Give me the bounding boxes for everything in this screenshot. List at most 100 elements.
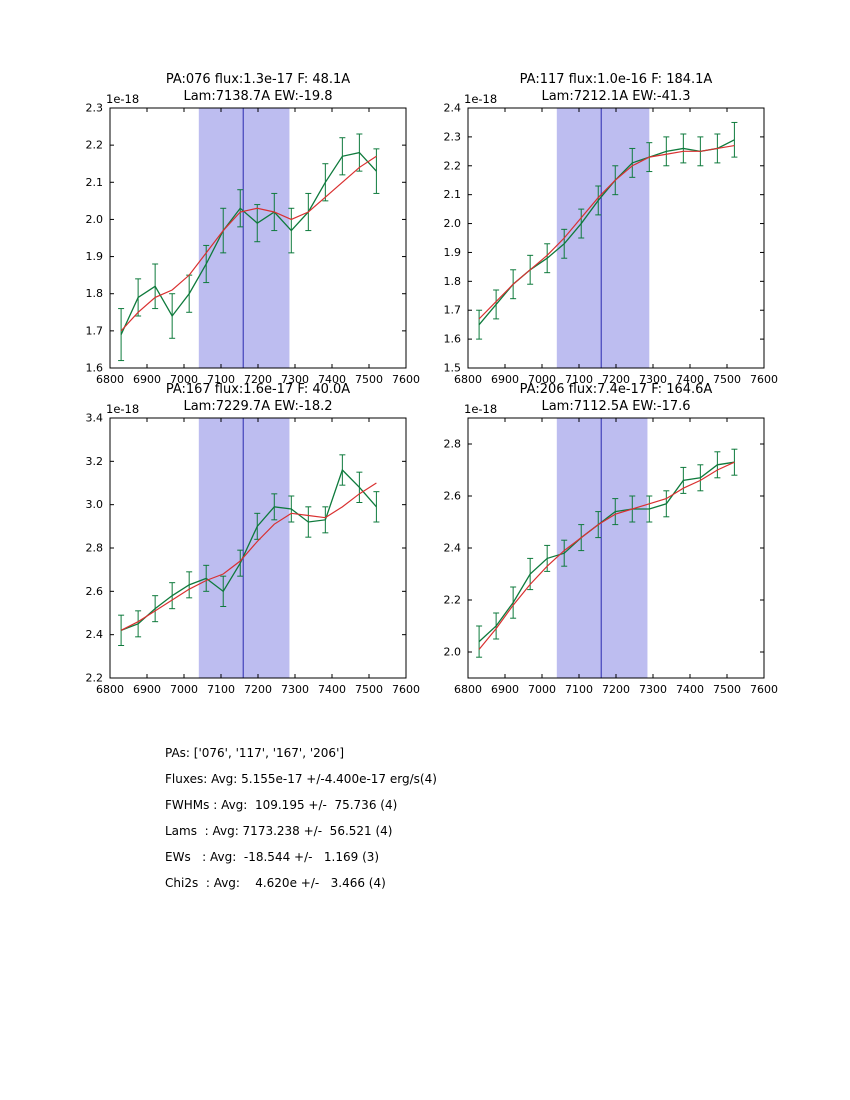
x-tick-label: 7300	[639, 373, 667, 386]
x-tick-label: 7300	[639, 683, 667, 696]
x-tick-label: 7200	[602, 683, 630, 696]
y-tick-label: 2.3	[444, 130, 462, 143]
y-tick-label: 1.6	[444, 333, 462, 346]
spectrum-data-line	[120, 151, 377, 335]
plot-title-line2: Lam:7112.5A EW:-17.6	[541, 399, 691, 414]
x-tick-label: 7100	[207, 373, 235, 386]
x-tick-label: 6800	[454, 373, 482, 386]
x-tick-label: 7400	[676, 373, 704, 386]
y-axis-offset-label: 1e-18	[106, 92, 140, 106]
y-tick-label: 1.5	[444, 362, 462, 375]
y-tick-label: 1.7	[86, 324, 104, 337]
subplot-pa-167: PA:167 flux:1.6e-17 F: 40.0A Lam:7229.7A…	[86, 382, 421, 697]
plot-title-line1: PA:076 flux:1.3e-17 F: 48.1A	[165, 72, 351, 87]
line-region-band	[198, 108, 290, 368]
y-tick-label: 3.2	[86, 455, 104, 468]
x-tick-label: 7600	[392, 683, 420, 696]
subplot-pa-206: PA:206 flux:7.4e-17 F: 164.6A Lam:7112.5…	[444, 382, 779, 696]
plot-area: 6800 6900 7000 7100 7200 7300 7400 7500 7600 1.6 1…	[86, 102, 421, 387]
y-tick-label: 2.4	[444, 542, 462, 555]
y-tick-label: 2.1	[86, 176, 104, 189]
y-tick-label: 2.4	[86, 628, 104, 641]
x-tick-label: 7600	[750, 373, 778, 386]
plot-title-line1: PA:117 flux:1.0e-16 F: 184.1A	[519, 72, 713, 87]
y-axis-offset-label: 1e-18	[464, 402, 498, 416]
plot-title-line2: Lam:7138.7A EW:-19.8	[183, 89, 333, 104]
y-tick-label: 1.7	[444, 304, 462, 317]
plot-title: PA:076 flux:1.3e-17 F: 48.1A Lam:7138.7A…	[70, 71, 446, 105]
y-tick-label: 2.6	[444, 490, 462, 503]
plot-area: 6800 6900 7000 7100 7200 7300 7400 7500 7600 2.0 2…	[444, 417, 778, 696]
x-tick-label: 7600	[392, 373, 420, 386]
y-tick-label: 2.8	[86, 542, 104, 555]
subplot-pa-076: PA:076 flux:1.3e-17 F: 48.1A Lam:7138.7A…	[86, 72, 421, 387]
axis-ticks	[467, 418, 765, 678]
y-tick-label: 2.2	[86, 139, 104, 152]
plot-title-line1: PA:206 flux:7.4e-17 F: 164.6A	[519, 382, 713, 397]
y-tick-label: 1.9	[86, 250, 104, 263]
spectrum-data-line	[478, 461, 735, 643]
plot-area: 6800 6900 7000 7100 7200 7300 7400 7500 7600 2.2 2…	[86, 412, 421, 697]
summary-line-chi2s: Chi2s : Avg: 4.620e +/- 3.466 (4)	[165, 876, 386, 890]
model-fit-line	[120, 155, 377, 332]
x-tick-label: 7500	[355, 683, 383, 696]
y-tick-label: 2.6	[86, 585, 104, 598]
x-tick-label: 7100	[207, 683, 235, 696]
x-tick-label: 7000	[170, 683, 198, 696]
y-tick-label: 2.2	[444, 159, 462, 172]
x-tick-label: 6900	[133, 373, 161, 386]
x-tick-label: 7400	[318, 683, 346, 696]
plot-area: 6800 6900 7000 7100 7200 7300 7400 7500 7600 1.5 1…	[444, 102, 779, 387]
subplot-pa-117: PA:117 flux:1.0e-16 F: 184.1A Lam:7212.1…	[444, 72, 779, 387]
x-tick-label: 7200	[602, 373, 630, 386]
y-tick-label: 2.3	[86, 102, 104, 115]
x-tick-label: 7300	[281, 683, 309, 696]
y-tick-label: 3.4	[86, 412, 104, 425]
y-tick-label: 2.0	[444, 646, 462, 659]
y-tick-label: 2.2	[86, 672, 104, 685]
model-fit-line	[478, 144, 735, 320]
line-region-band	[556, 418, 648, 678]
model-fit-line	[120, 482, 377, 631]
axes-frame	[467, 107, 765, 369]
x-tick-label: 7400	[676, 683, 704, 696]
y-tick-label: 2.1	[444, 188, 462, 201]
plot-title-line2: Lam:7212.1A EW:-41.3	[541, 89, 691, 104]
x-tick-label: 6800	[96, 683, 124, 696]
plot-title-line2: Lam:7229.7A EW:-18.2	[183, 399, 333, 414]
x-tick-label: 7000	[528, 683, 556, 696]
axes-frame	[109, 417, 407, 679]
y-axis-offset-label: 1e-18	[464, 92, 498, 106]
x-tick-label: 7100	[565, 683, 593, 696]
x-tick-label: 6900	[133, 683, 161, 696]
summary-line-fluxes: Fluxes: Avg: 5.155e-17 +/-4.400e-17 erg/…	[165, 772, 437, 786]
y-tick-label: 1.8	[444, 275, 462, 288]
x-tick-label: 7500	[713, 683, 741, 696]
x-tick-label: 6900	[491, 373, 519, 386]
x-tick-label: 6900	[491, 683, 519, 696]
x-tick-label: 7200	[244, 373, 272, 386]
x-tick-label: 7200	[244, 683, 272, 696]
plot-title: PA:117 flux:1.0e-16 F: 184.1A Lam:7212.1…	[428, 71, 804, 105]
x-tick-label: 7300	[281, 373, 309, 386]
x-tick-label: 7500	[713, 373, 741, 386]
plot-title: PA:167 flux:1.6e-17 F: 40.0A Lam:7229.7A…	[70, 381, 446, 415]
x-tick-label: 7000	[528, 373, 556, 386]
y-axis-offset-label: 1e-18	[106, 402, 140, 416]
y-tick-label: 2.4	[444, 102, 462, 115]
x-tick-label: 7000	[170, 373, 198, 386]
y-tick-label: 2.0	[86, 213, 104, 226]
plot-title: PA:206 flux:7.4e-17 F: 164.6A Lam:7112.5…	[428, 381, 804, 415]
y-tick-label: 1.6	[86, 362, 104, 375]
x-tick-label: 7400	[318, 373, 346, 386]
y-tick-label: 2.8	[444, 438, 462, 451]
y-tick-label: 2.2	[444, 594, 462, 607]
summary-line-lams: Lams : Avg: 7173.238 +/- 56.521 (4)	[165, 824, 393, 838]
y-tick-label: 2.0	[444, 217, 462, 230]
axes-frame	[467, 417, 765, 679]
summary-line-ews: EWs : Avg: -18.544 +/- 1.169 (3)	[165, 850, 380, 864]
line-region-band	[198, 418, 290, 678]
x-tick-label: 7600	[750, 683, 778, 696]
summary-text-block: PAs: ['076', '117', '167', '206'] Fluxes…	[165, 740, 437, 896]
